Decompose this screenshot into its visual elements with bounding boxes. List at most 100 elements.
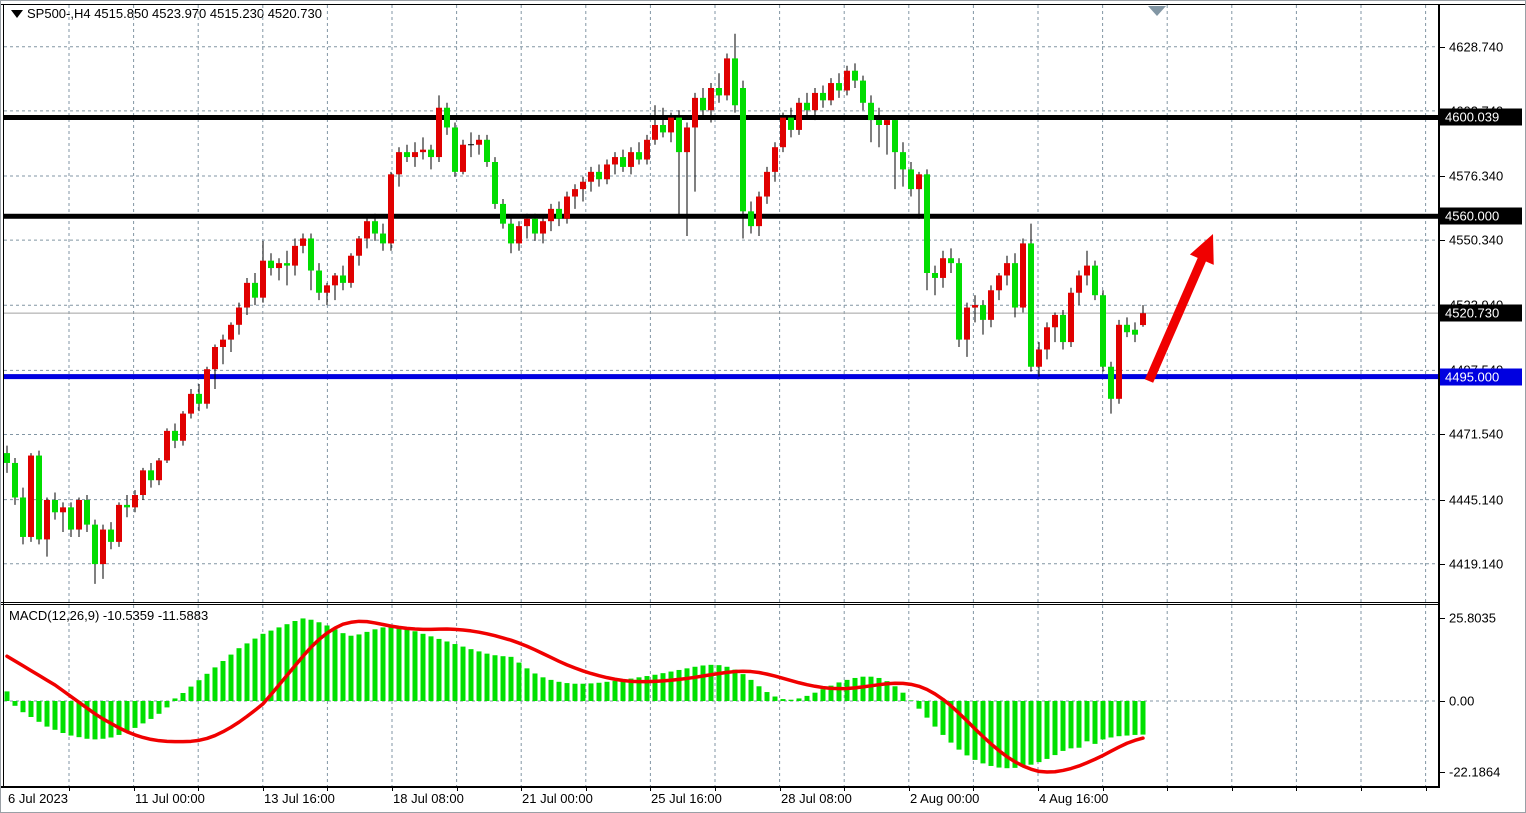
candle[interactable] bbox=[1124, 324, 1130, 333]
candle[interactable] bbox=[12, 462, 18, 498]
candle[interactable] bbox=[1116, 324, 1122, 399]
candle[interactable] bbox=[844, 70, 850, 91]
candle[interactable] bbox=[324, 285, 330, 293]
candle[interactable] bbox=[1084, 265, 1090, 276]
candle[interactable] bbox=[164, 430, 170, 461]
candle[interactable] bbox=[764, 171, 770, 197]
candle[interactable] bbox=[92, 524, 98, 565]
candle[interactable] bbox=[788, 117, 794, 130]
candle[interactable] bbox=[868, 102, 874, 121]
candle[interactable] bbox=[532, 218, 538, 234]
candle[interactable] bbox=[132, 495, 138, 508]
candle[interactable] bbox=[492, 161, 498, 204]
candle[interactable] bbox=[500, 203, 506, 224]
candle[interactable] bbox=[308, 238, 314, 271]
candle[interactable] bbox=[180, 413, 186, 441]
candle[interactable] bbox=[340, 275, 346, 283]
candle[interactable] bbox=[52, 499, 58, 513]
candle[interactable] bbox=[668, 117, 674, 133]
candle[interactable] bbox=[1068, 292, 1074, 343]
candle[interactable] bbox=[84, 499, 90, 525]
candle[interactable] bbox=[828, 83, 834, 101]
candle[interactable] bbox=[572, 189, 578, 197]
candle[interactable] bbox=[364, 221, 370, 239]
candle[interactable] bbox=[284, 263, 290, 266]
candle[interactable] bbox=[1028, 243, 1034, 367]
candle[interactable] bbox=[916, 174, 922, 190]
candle[interactable] bbox=[836, 83, 842, 91]
candle[interactable] bbox=[612, 157, 618, 165]
candle[interactable] bbox=[1052, 314, 1058, 328]
candle[interactable] bbox=[508, 223, 514, 244]
candle[interactable] bbox=[780, 117, 786, 148]
candle[interactable] bbox=[452, 127, 458, 172]
candle[interactable] bbox=[1044, 327, 1050, 350]
candle[interactable] bbox=[996, 275, 1002, 291]
candle[interactable] bbox=[860, 80, 866, 103]
candle[interactable] bbox=[956, 263, 962, 340]
candle[interactable] bbox=[212, 347, 218, 370]
candle[interactable] bbox=[116, 504, 122, 542]
candle[interactable] bbox=[156, 460, 162, 481]
candle[interactable] bbox=[1076, 275, 1082, 293]
candle[interactable] bbox=[524, 218, 530, 227]
price-chart-pane[interactable] bbox=[4, 5, 1438, 602]
candle[interactable] bbox=[740, 87, 746, 212]
candle[interactable] bbox=[68, 507, 74, 530]
candle[interactable] bbox=[380, 233, 386, 244]
candle[interactable] bbox=[628, 152, 634, 167]
candle[interactable] bbox=[588, 171, 594, 182]
candle[interactable] bbox=[412, 152, 418, 158]
candle[interactable] bbox=[548, 208, 554, 222]
price-level-line-4600.039[interactable] bbox=[4, 114, 1438, 120]
candle[interactable] bbox=[644, 139, 650, 160]
candle[interactable] bbox=[772, 147, 778, 172]
candle[interactable] bbox=[428, 149, 434, 158]
candle[interactable] bbox=[292, 245, 298, 266]
candle[interactable] bbox=[1036, 349, 1042, 367]
candle[interactable] bbox=[948, 258, 954, 264]
candle[interactable] bbox=[172, 430, 178, 441]
candle[interactable] bbox=[220, 339, 226, 348]
candle[interactable] bbox=[988, 290, 994, 320]
candle[interactable] bbox=[348, 255, 354, 283]
candle[interactable] bbox=[260, 260, 266, 298]
candle[interactable] bbox=[372, 221, 378, 234]
candle[interactable] bbox=[556, 208, 562, 219]
candle[interactable] bbox=[980, 305, 986, 320]
candle[interactable] bbox=[724, 58, 730, 96]
candle[interactable] bbox=[660, 124, 666, 133]
candle[interactable] bbox=[1100, 295, 1106, 367]
candle[interactable] bbox=[252, 282, 258, 298]
candle[interactable] bbox=[564, 196, 570, 219]
candle[interactable] bbox=[852, 70, 858, 81]
candle[interactable] bbox=[100, 529, 106, 565]
candle[interactable] bbox=[684, 127, 690, 153]
candle[interactable] bbox=[692, 97, 698, 128]
candle[interactable] bbox=[148, 470, 154, 481]
candle[interactable] bbox=[108, 529, 114, 542]
candle[interactable] bbox=[140, 470, 146, 496]
candle[interactable] bbox=[1140, 313, 1146, 326]
candle[interactable] bbox=[388, 174, 394, 244]
candle[interactable] bbox=[484, 139, 490, 162]
candle[interactable] bbox=[20, 497, 26, 537]
candle[interactable] bbox=[596, 171, 602, 180]
candle[interactable] bbox=[460, 144, 466, 172]
trend-arrow-head[interactable] bbox=[1189, 234, 1214, 265]
candle[interactable] bbox=[940, 258, 946, 278]
candle[interactable] bbox=[404, 152, 410, 158]
candle[interactable] bbox=[604, 164, 610, 180]
candle[interactable] bbox=[732, 58, 738, 106]
price-level-line-4495.000[interactable] bbox=[4, 374, 1438, 380]
candle[interactable] bbox=[924, 174, 930, 274]
candle[interactable] bbox=[820, 92, 826, 101]
candle[interactable] bbox=[268, 260, 274, 269]
candle[interactable] bbox=[60, 507, 66, 513]
candle[interactable] bbox=[76, 499, 82, 530]
candle[interactable] bbox=[1060, 314, 1066, 343]
candle[interactable] bbox=[1020, 243, 1026, 308]
candle[interactable] bbox=[700, 97, 706, 111]
candle[interactable] bbox=[620, 157, 626, 167]
candle[interactable] bbox=[804, 102, 810, 111]
